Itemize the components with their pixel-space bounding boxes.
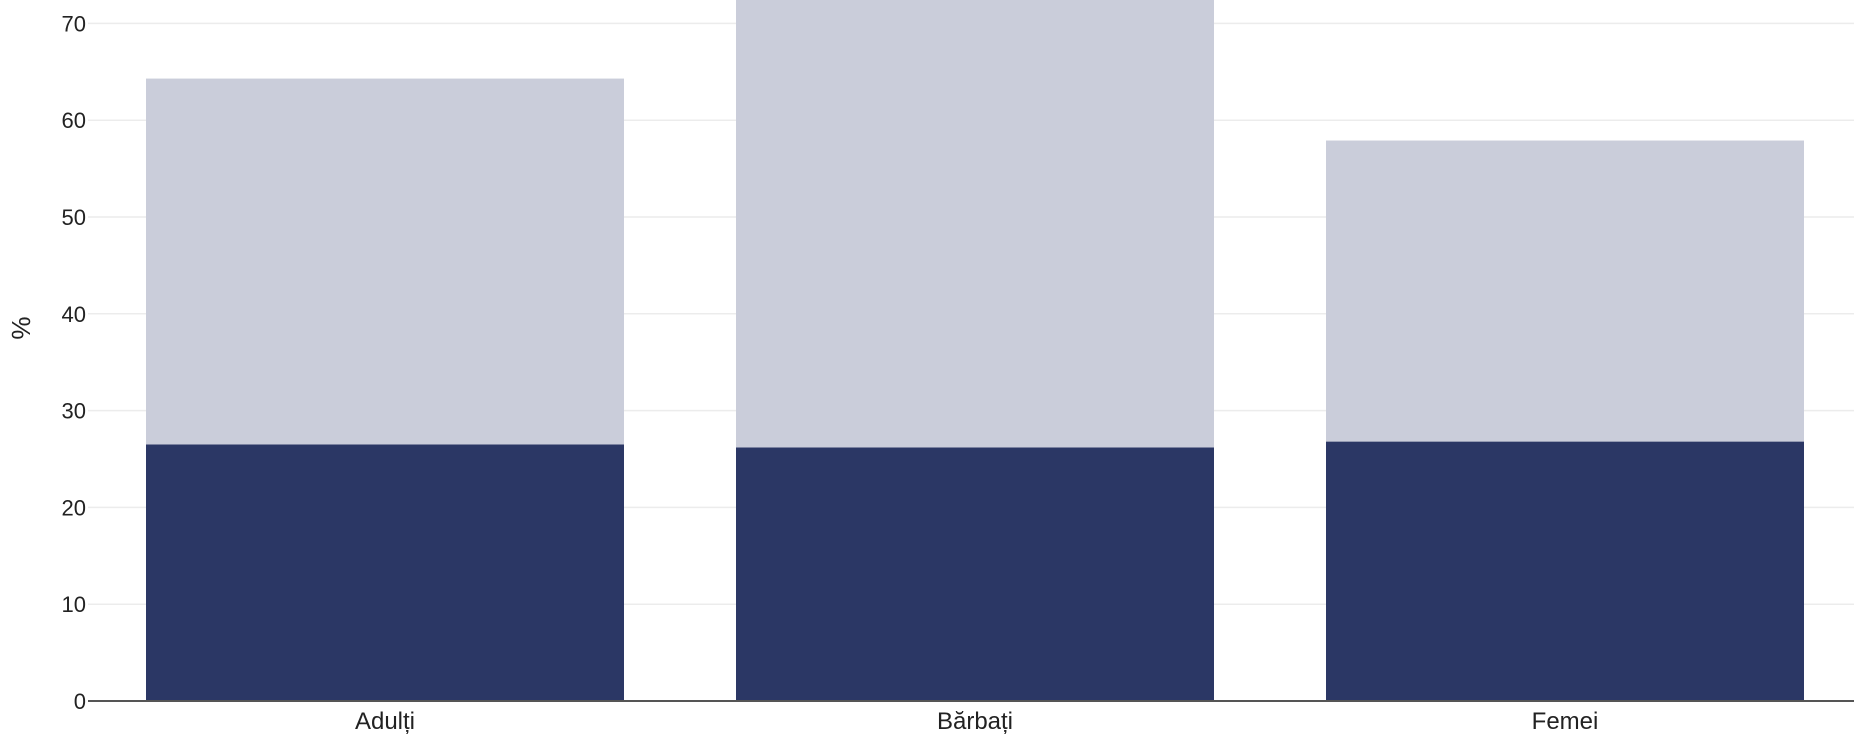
y-tick-label-60: 60 bbox=[62, 108, 86, 133]
x-tick-label-2: Bărbați bbox=[937, 708, 1013, 735]
y-tick-label-20: 20 bbox=[62, 495, 86, 520]
x-axis-labels: Adulți Bărbați Femei bbox=[355, 708, 1598, 735]
y-tick-label-10: 10 bbox=[62, 592, 86, 617]
bar-segment-2-3 bbox=[1326, 140, 1804, 442]
y-axis-title: % bbox=[6, 316, 36, 339]
y-tick-label-70: 70 bbox=[62, 11, 86, 36]
x-tick-label-1: Adulți bbox=[355, 708, 415, 735]
x-tick-label-3: Femei bbox=[1532, 708, 1599, 735]
y-tick-label-40: 40 bbox=[62, 302, 86, 327]
bar-segment-2-1 bbox=[146, 78, 624, 445]
bar-segment-1-3 bbox=[1326, 441, 1804, 701]
y-tick-label-30: 30 bbox=[62, 399, 86, 424]
bar-segment-1-2 bbox=[736, 447, 1214, 701]
y-tick-label-50: 50 bbox=[62, 205, 86, 230]
y-axis-ticks: 0 10 20 30 40 50 60 70 bbox=[62, 11, 86, 714]
y-tick-label-0: 0 bbox=[74, 689, 86, 714]
bar-segment-1-1 bbox=[146, 444, 624, 701]
bar-segment-2-2 bbox=[736, 0, 1214, 448]
bars bbox=[146, 0, 1804, 701]
